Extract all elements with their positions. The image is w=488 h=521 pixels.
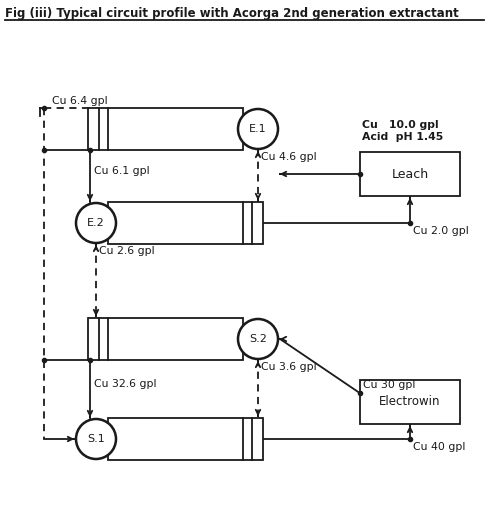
Bar bbox=[359, 152, 459, 196]
Text: Cu 4.6 gpl: Cu 4.6 gpl bbox=[261, 152, 316, 162]
Text: E.1: E.1 bbox=[249, 124, 266, 134]
Circle shape bbox=[76, 203, 116, 243]
Text: Cu 30 gpl: Cu 30 gpl bbox=[362, 380, 414, 390]
Circle shape bbox=[238, 109, 278, 149]
Text: Cu 6.4 gpl: Cu 6.4 gpl bbox=[52, 96, 107, 106]
Text: Cu   10.0 gpl: Cu 10.0 gpl bbox=[361, 120, 438, 130]
Bar bbox=[88, 318, 243, 360]
Text: Cu 6.1 gpl: Cu 6.1 gpl bbox=[94, 167, 149, 177]
Text: Fig (iii) Typical circuit profile with Acorga 2nd generation extractant: Fig (iii) Typical circuit profile with A… bbox=[5, 7, 458, 20]
Text: Acid  pH 1.45: Acid pH 1.45 bbox=[361, 132, 442, 142]
Text: Cu 32.6 gpl: Cu 32.6 gpl bbox=[94, 379, 156, 390]
Text: Cu 2.6 gpl: Cu 2.6 gpl bbox=[99, 246, 154, 256]
Text: E.2: E.2 bbox=[87, 218, 104, 228]
Text: S.1: S.1 bbox=[87, 434, 104, 444]
Text: Cu 40 gpl: Cu 40 gpl bbox=[412, 442, 465, 452]
Bar bbox=[108, 202, 263, 244]
Text: Cu 2.0 gpl: Cu 2.0 gpl bbox=[412, 226, 468, 236]
Bar bbox=[88, 108, 243, 150]
Text: S.2: S.2 bbox=[248, 334, 266, 344]
Circle shape bbox=[76, 419, 116, 459]
Text: Leach: Leach bbox=[390, 167, 427, 180]
Text: Cu 3.6 gpl: Cu 3.6 gpl bbox=[261, 362, 316, 372]
Text: Electrowin: Electrowin bbox=[379, 395, 440, 408]
Bar bbox=[108, 418, 263, 460]
Bar bbox=[359, 380, 459, 424]
Circle shape bbox=[238, 319, 278, 359]
